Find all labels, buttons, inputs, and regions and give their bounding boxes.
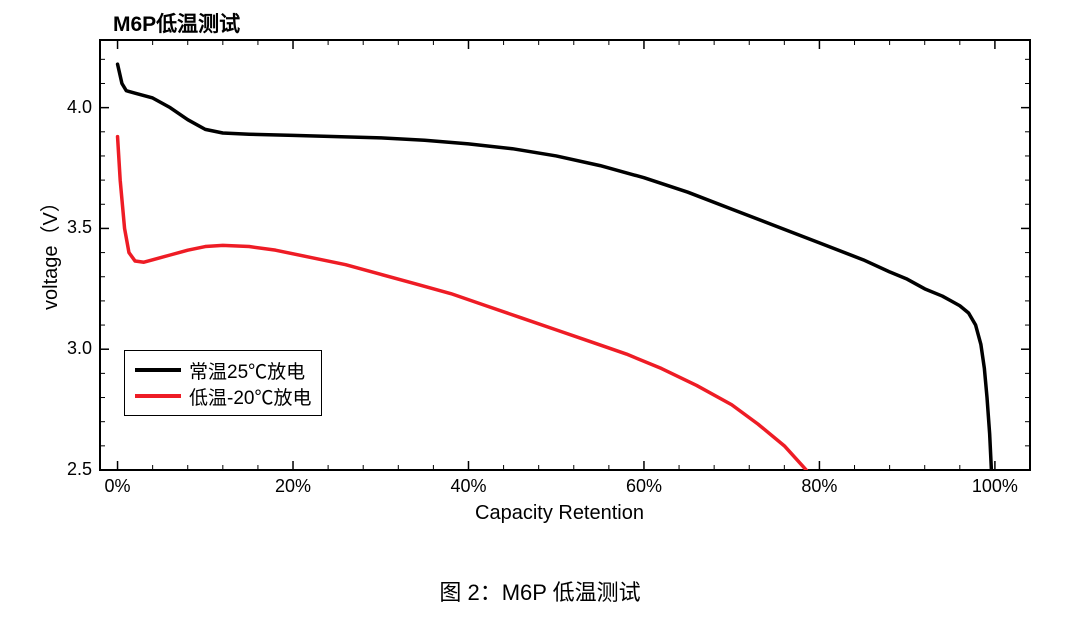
- legend-swatch: [135, 368, 181, 372]
- x-tick-label: 20%: [268, 476, 318, 497]
- x-axis-label: Capacity Retention: [475, 502, 644, 525]
- y-tick-label: 3.0: [50, 338, 92, 359]
- legend-item-low-temp: 低温-20℃放电: [135, 383, 311, 409]
- discharge-chart: [0, 0, 1080, 625]
- chart-legend: 常温25℃放电低温-20℃放电: [124, 350, 322, 416]
- x-tick-label: 40%: [443, 476, 493, 497]
- x-tick-label: 100%: [970, 476, 1020, 497]
- x-tick-label: 0%: [93, 476, 143, 497]
- legend-label: 常温25℃放电: [189, 357, 305, 384]
- x-tick-label: 60%: [619, 476, 669, 497]
- y-tick-label: 3.5: [50, 217, 92, 238]
- y-axis-label: voltage（V）: [34, 192, 63, 310]
- legend-swatch: [135, 394, 181, 398]
- y-tick-label: 2.5: [50, 459, 92, 480]
- legend-item-room-temp: 常温25℃放电: [135, 357, 311, 383]
- figure-caption: 图 2：M6P 低温测试: [0, 575, 1080, 607]
- x-tick-label: 80%: [794, 476, 844, 497]
- y-tick-label: 4.0: [50, 97, 92, 118]
- chart-title: M6P低温测试: [113, 8, 240, 38]
- legend-label: 低温-20℃放电: [189, 383, 311, 410]
